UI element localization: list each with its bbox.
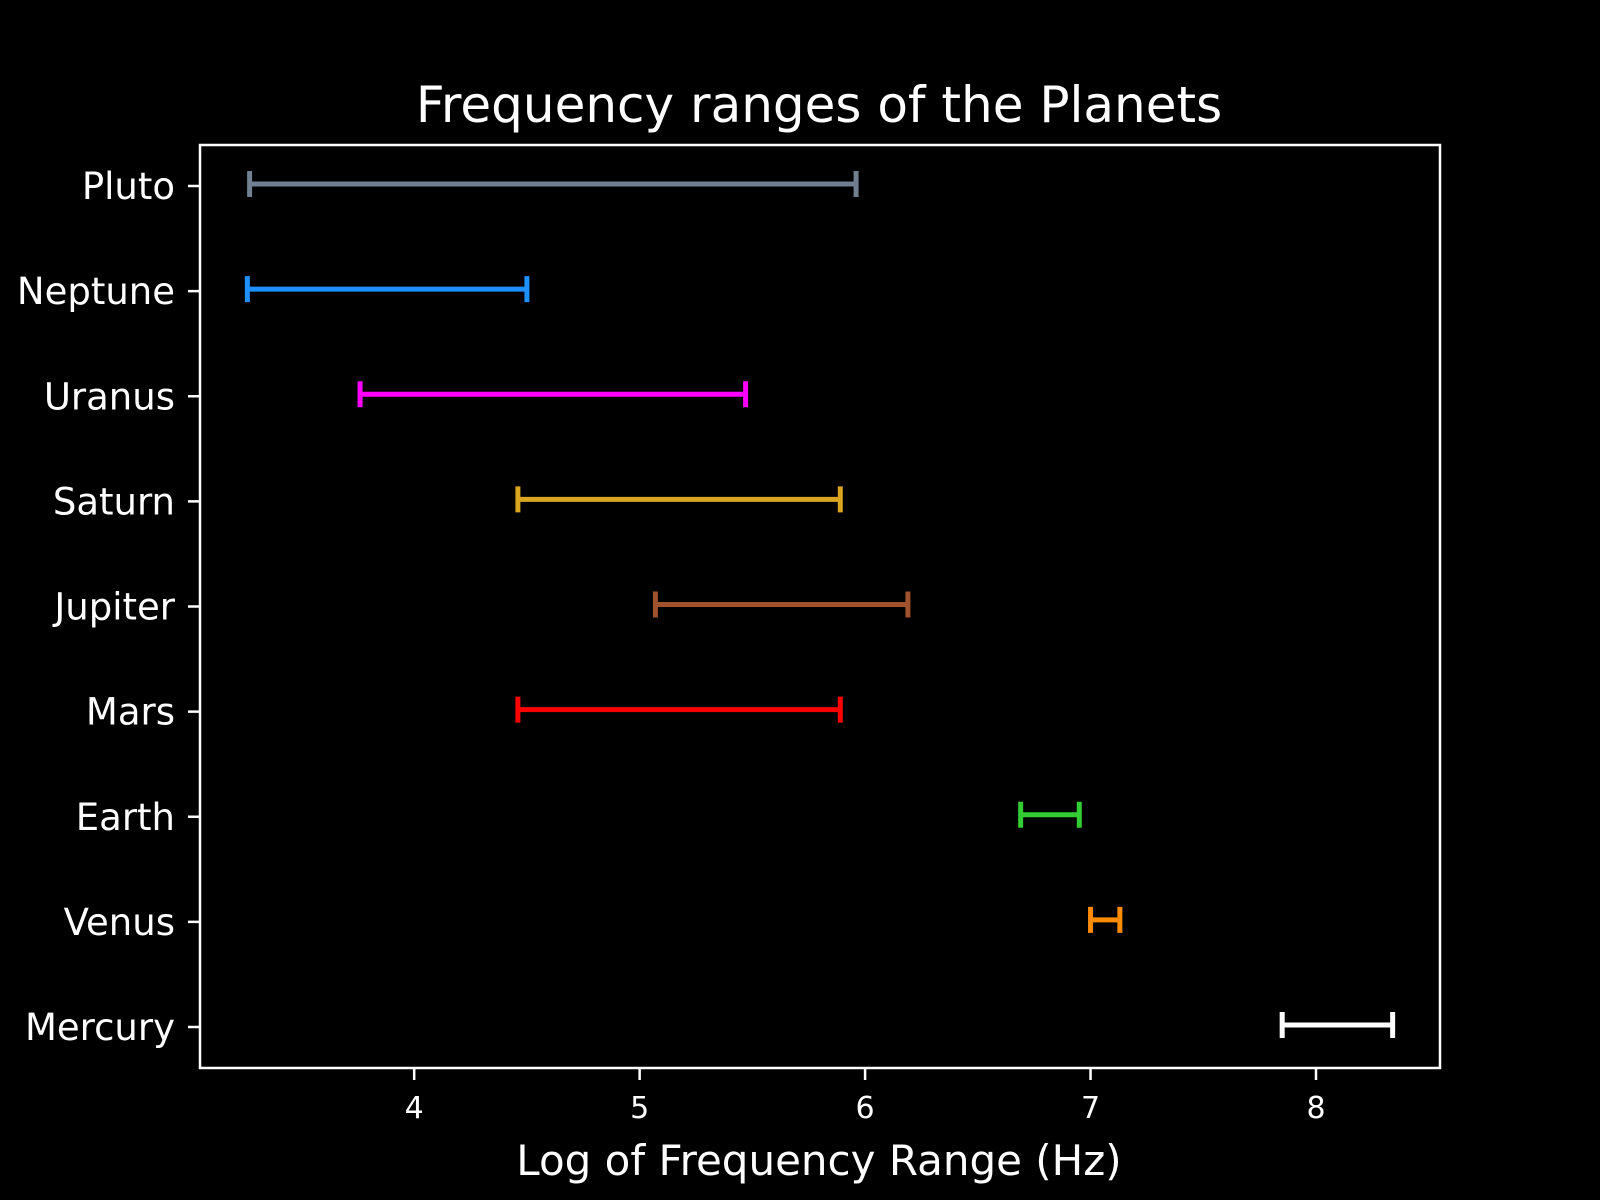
x-tick-label-6: 6 (856, 1091, 875, 1126)
x-axis: 4 5 6 7 8 (405, 1068, 1326, 1126)
y-tick-label-saturn: Saturn (53, 480, 175, 523)
y-tick-label-mercury: Mercury (25, 1006, 175, 1049)
y-tick-label-pluto: Pluto (82, 165, 175, 208)
y-tick-label-venus: Venus (64, 901, 175, 944)
y-tick-label-earth: Earth (76, 796, 175, 839)
y-tick-label-uranus: Uranus (44, 375, 175, 418)
y-tick-label-mars: Mars (86, 691, 175, 734)
range-bars (244, 171, 1396, 1038)
y-axis: Pluto Neptune Uranus Saturn Jupiter Mars Earth… (17, 165, 200, 1049)
x-tick-label-8: 8 (1306, 1091, 1325, 1126)
y-tick-label-neptune: Neptune (17, 270, 175, 313)
y-tick-label-jupiter: Jupiter (52, 586, 175, 629)
x-tick-label-5: 5 (630, 1091, 649, 1126)
x-tick-label-4: 4 (405, 1091, 424, 1126)
x-tick-label-7: 7 (1081, 1091, 1100, 1126)
x-axis-label: Log of Frequency Range (Hz) (516, 1136, 1121, 1185)
chart-title: Frequency ranges of the Planets (416, 76, 1222, 134)
